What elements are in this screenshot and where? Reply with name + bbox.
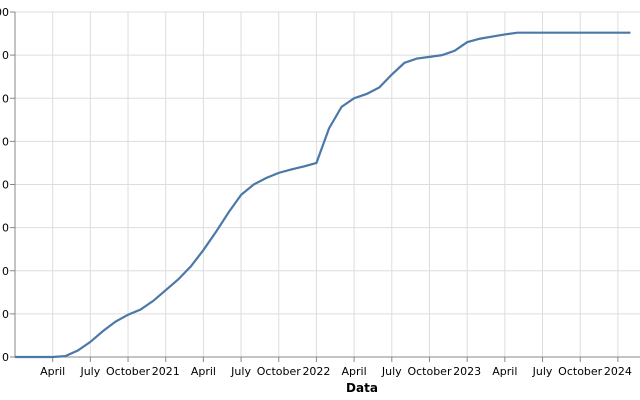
x-tick-label: 2024: [604, 365, 632, 378]
y-tick-label: 0: [2, 222, 9, 235]
x-tick-label: 2021: [152, 365, 180, 378]
y-tick-label: 0: [2, 135, 9, 148]
x-tick-label: April: [342, 365, 367, 378]
y-tick-label: 0: [2, 49, 9, 62]
y-tick-label: 0: [2, 265, 9, 278]
x-axis-title: Data: [346, 381, 378, 395]
y-tick-label: 00: [0, 6, 9, 19]
line: [15, 31, 631, 359]
x-tick-label: October: [257, 365, 301, 378]
x-tick-label: July: [381, 365, 402, 378]
x-tick-label: October: [558, 365, 602, 378]
y-tick-label: 0: [2, 92, 9, 105]
x-tick-label: October: [407, 365, 451, 378]
x-tick-label: October: [106, 365, 150, 378]
y-tick-label: 0: [2, 351, 9, 364]
x-tick-label: April: [492, 365, 517, 378]
x-tick-label: April: [40, 365, 65, 378]
x-tick-label: July: [230, 365, 251, 378]
y-tick-label: 0: [2, 179, 9, 192]
x-tick-label: July: [532, 365, 553, 378]
x-tick-label: 2023: [453, 365, 481, 378]
x-tick-label: July: [79, 365, 100, 378]
x-tick-label: April: [191, 365, 216, 378]
y-tick-label: 0: [2, 308, 9, 321]
x-tick-label: 2022: [302, 365, 330, 378]
